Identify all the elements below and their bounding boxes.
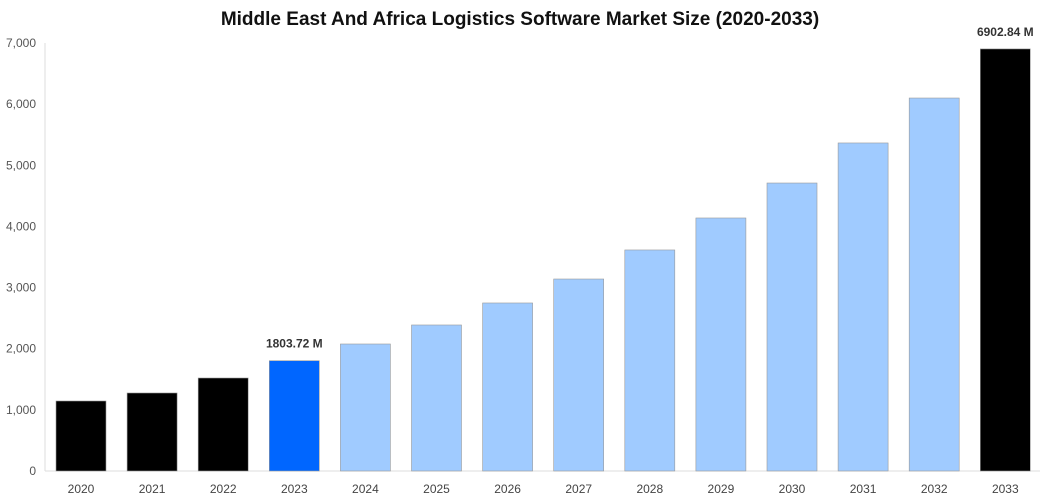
bar-2020 — [55, 400, 107, 472]
y-tick-label: 5,000 — [6, 158, 36, 172]
x-tick-label: 2022 — [210, 482, 237, 496]
bar-2023 — [268, 360, 320, 472]
bar-2022 — [197, 377, 249, 472]
bar-2026 — [482, 302, 533, 472]
chart-title: Middle East And Africa Logistics Softwar… — [220, 9, 820, 30]
bar-2030 — [766, 182, 818, 472]
x-tick-label: 2024 — [352, 482, 379, 496]
bar-2024 — [340, 343, 391, 472]
y-tick-label: 1,000 — [6, 403, 36, 417]
bar-2028 — [624, 249, 676, 472]
data-label: 1803.72 M — [266, 337, 323, 351]
bar-2031 — [837, 142, 889, 472]
bar-2021 — [126, 392, 178, 472]
y-tick-label: 2,000 — [6, 342, 36, 356]
x-tick-label: 2032 — [921, 482, 948, 496]
x-tick-label: 2027 — [565, 482, 592, 496]
y-tick-label: 3,000 — [6, 281, 36, 295]
x-tick-label: 2025 — [423, 482, 450, 496]
x-tick-label: 2023 — [281, 482, 308, 496]
y-tick-label: 7,000 — [6, 36, 36, 50]
x-tick-label: 2033 — [992, 482, 1019, 496]
bar-2033 — [979, 48, 1031, 472]
x-tick-label: 2031 — [850, 482, 877, 496]
y-tick-label: 4,000 — [6, 219, 36, 233]
x-tick-label: 2021 — [139, 482, 166, 496]
y-tick-label: 6,000 — [6, 97, 36, 111]
bar-2029 — [695, 217, 747, 472]
bar-2027 — [553, 278, 605, 472]
y-tick-label: 0 — [29, 464, 36, 478]
x-tick-label: 2028 — [636, 482, 663, 496]
x-tick-label: 2020 — [68, 482, 95, 496]
data-label: 6902.84 M — [977, 25, 1034, 39]
bar-2025 — [411, 324, 462, 472]
x-tick-label: 2026 — [494, 482, 521, 496]
bar-2032 — [908, 97, 960, 472]
x-tick-label: 2029 — [708, 482, 735, 496]
x-tick-label: 2030 — [779, 482, 806, 496]
